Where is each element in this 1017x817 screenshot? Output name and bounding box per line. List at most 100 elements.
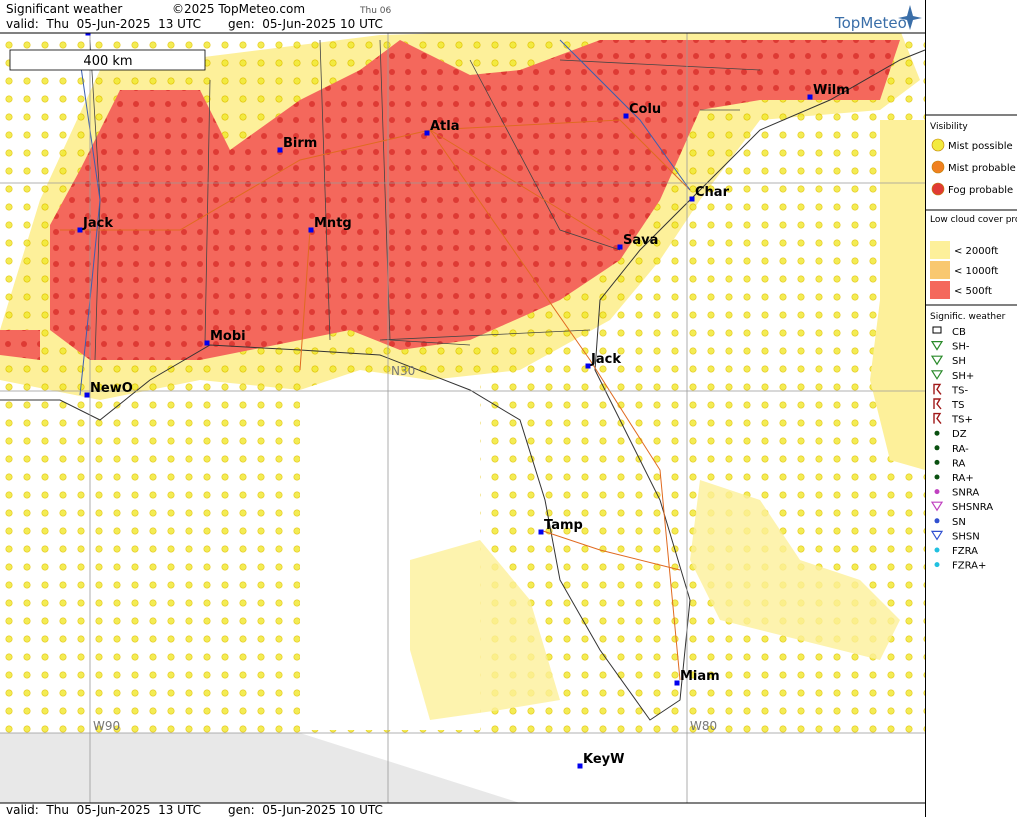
- scale-bar: [9, 49, 206, 71]
- low-cloud-area: [870, 120, 925, 470]
- low-cloud-area: [690, 480, 900, 660]
- weather-icon: [934, 489, 940, 495]
- legend-item: < 2000ft: [954, 246, 998, 257]
- title: Significant weather: [6, 2, 122, 16]
- city-label: Sava: [623, 233, 658, 248]
- legend-item: RA: [952, 458, 966, 469]
- city-marker: [77, 227, 83, 233]
- city-marker: [585, 363, 591, 369]
- grid: [0, 33, 925, 803]
- city-marker: [424, 130, 430, 136]
- legend-item: SHSN: [952, 531, 980, 542]
- legend-item: Mist possible: [948, 141, 1013, 152]
- city-label: Miam: [680, 669, 720, 684]
- city-label: Mntg: [314, 216, 352, 231]
- grid-label: W90: [93, 719, 120, 733]
- city-marker: [84, 392, 90, 398]
- weather-icon: [934, 459, 940, 465]
- legend-item: SHSNRA: [952, 502, 993, 513]
- legend-item: TS+: [951, 415, 973, 426]
- visibility-icon: [931, 138, 945, 152]
- city-marker: [674, 680, 680, 686]
- city-marker: [538, 529, 544, 535]
- city-marker: [204, 340, 210, 346]
- city-label: NewO: [90, 381, 133, 396]
- day: Thu 06: [359, 6, 391, 16]
- city-marker: [577, 763, 583, 769]
- legend-item: RA+: [952, 473, 974, 484]
- header: [0, 0, 925, 33]
- legend-item: FZRA: [952, 546, 978, 557]
- logo: TopMeteo: [834, 14, 907, 32]
- footer: [0, 803, 925, 817]
- weather-icon: [933, 412, 942, 425]
- legend-item: Fog probable: [948, 185, 1013, 196]
- weather-icon: [930, 501, 944, 512]
- legend-item: DZ: [952, 429, 967, 440]
- city-marker: [623, 113, 629, 119]
- weather-icon: [932, 326, 942, 334]
- valid-time: valid: Thu 05-Jun-2025 13 UTC: [6, 17, 201, 31]
- legend-title: Visibility: [930, 122, 968, 132]
- legend-item: < 500ft: [954, 286, 992, 297]
- city-label: Char: [695, 185, 730, 200]
- weather-icon: [930, 355, 944, 366]
- cities: MempBirmAtlaColuWilmCharJackMntgSavaMobi…: [77, 19, 850, 769]
- weather-icon: [934, 430, 940, 436]
- legend-item: RA-: [952, 444, 969, 455]
- low-cloud-swatch: [930, 241, 950, 259]
- weather-icon: [934, 445, 940, 451]
- city-label: Wilm: [813, 83, 850, 98]
- legend-item: Mist probable: [948, 163, 1016, 174]
- gen-time: gen: 05-Jun-2025 10 UTC: [228, 17, 383, 31]
- city-label: Colu: [629, 102, 661, 117]
- scale-label: 400 km: [83, 54, 132, 69]
- legend-title: Low cloud cover probable: [930, 215, 1017, 225]
- fog-area: [0, 330, 40, 360]
- city-label: Atla: [430, 119, 460, 134]
- weather-icon: [933, 398, 942, 410]
- fog-area: [50, 40, 900, 360]
- weather-icon: [934, 518, 940, 524]
- logo-star: [898, 5, 922, 30]
- legend-item: CB: [952, 327, 966, 338]
- city-label: KeyW: [583, 752, 624, 767]
- city-label: Birm: [283, 136, 317, 151]
- copyright: ©2025 TopMeteo.com: [172, 2, 305, 16]
- city-marker: [617, 244, 623, 250]
- legend-item: SNRA: [952, 488, 979, 499]
- city-label: Tamp: [544, 518, 583, 533]
- low-cloud-swatch: [930, 281, 950, 299]
- legend-item: SH-: [952, 342, 970, 353]
- highway: [60, 119, 691, 681]
- weather-icon: [933, 383, 942, 395]
- grid-label: W80: [690, 719, 717, 733]
- city-label: Jack: [590, 352, 621, 367]
- city-marker: [308, 227, 314, 233]
- legend-item: FZRA+: [952, 561, 986, 572]
- low-cloud-swatch: [930, 261, 950, 279]
- city-marker: [807, 94, 813, 100]
- legend: Visibility Mist possible Mist probable Fog …: [925, 114, 1017, 572]
- city-marker: [689, 196, 695, 202]
- city-marker: [277, 147, 283, 153]
- no-data-area: [0, 733, 520, 803]
- visibility-icon: [931, 160, 945, 174]
- footer-valid: valid: Thu 05-Jun-2025 13 UTC: [6, 803, 201, 817]
- city-label: Mobi: [210, 329, 246, 344]
- city-label: Jack: [82, 216, 113, 231]
- weather-icon: [930, 530, 944, 541]
- weather-icon: [934, 474, 940, 480]
- legend-item: TS-: [951, 385, 968, 396]
- legend-title: Signific. weather: [930, 312, 1006, 322]
- grid-label: N30: [391, 364, 415, 378]
- weather-icon: [930, 370, 944, 380]
- legend-item: SH: [952, 356, 966, 367]
- weather-icon: [930, 341, 944, 351]
- footer-gen: gen: 05-Jun-2025 10 UTC: [228, 803, 383, 817]
- weather-icon: [934, 562, 940, 568]
- legend-item: SN: [952, 517, 966, 528]
- legend-item: SH+: [952, 371, 974, 382]
